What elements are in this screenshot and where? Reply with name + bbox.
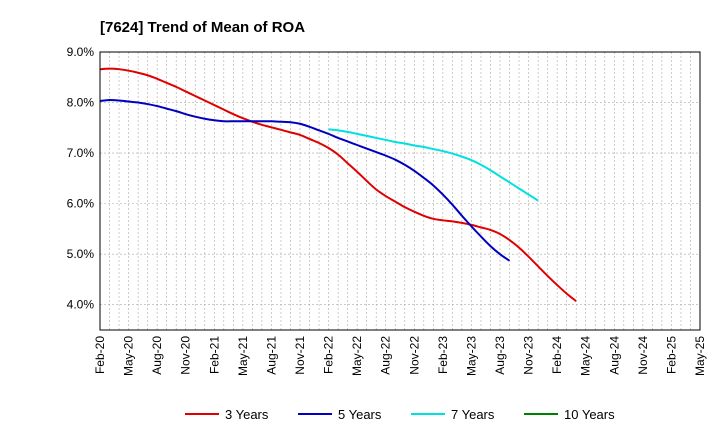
plot-frame [99,51,701,331]
x-tick-label: May-22 [350,336,364,376]
x-tick-label: Aug-20 [150,336,164,375]
x-tick-label: May-21 [236,336,250,376]
legend-label: 7 Years [451,407,495,422]
x-tick-label: Feb-22 [322,336,336,374]
x-tick-label: Nov-23 [522,336,536,375]
x-tick-label: Nov-22 [407,336,421,375]
x-tick-label: Nov-20 [179,336,193,375]
x-tick-label: Feb-21 [207,336,221,374]
series-line-3-years [99,67,577,302]
legend-label: 10 Years [564,407,615,422]
y-tick-label: 4.0% [67,298,95,312]
x-tick-label: Aug-21 [264,336,278,375]
x-tick-label: Aug-22 [379,336,393,375]
legend-label: 5 Years [338,407,382,422]
y-tick-label: 6.0% [67,197,95,211]
series-lines [99,67,577,302]
series-line-5-years [99,99,511,262]
legend-label: 3 Years [225,407,269,422]
x-tick-label: May-23 [464,336,478,376]
x-tick-label: Nov-24 [636,336,650,375]
series-line-7-years [328,128,539,202]
x-tick-label: Feb-20 [93,336,107,374]
x-tick-label: Aug-24 [607,336,621,375]
y-tick-label: 8.0% [67,96,95,110]
x-tick-label: Feb-24 [550,336,564,374]
y-tick-label: 5.0% [67,247,95,261]
legend: 3 Years 5 Years 7 Years 10 Years [185,407,615,422]
x-tick-label: Feb-23 [436,336,450,374]
y-axis-ticks: 4.0% 5.0% 6.0% 7.0% 8.0% 9.0% [67,45,95,312]
x-tick-label: Aug-23 [493,336,507,375]
x-axis-ticks: Feb-20 May-20 Aug-20 Nov-20 Feb-21 May-21 Aug-… [93,336,707,376]
x-tick-label: May-25 [693,336,707,376]
x-tick-label: Feb-25 [664,336,678,374]
x-tick-label: May-20 [122,336,136,376]
chart-title: [7624] Trend of Mean of ROA [100,19,305,36]
x-tick-label: Nov-21 [293,336,307,375]
y-tick-label: 7.0% [67,146,95,160]
x-tick-label: May-24 [579,336,593,376]
y-tick-label: 9.0% [67,45,95,59]
